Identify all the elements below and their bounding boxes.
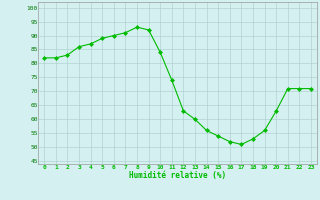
X-axis label: Humidité relative (%): Humidité relative (%) bbox=[129, 171, 226, 180]
